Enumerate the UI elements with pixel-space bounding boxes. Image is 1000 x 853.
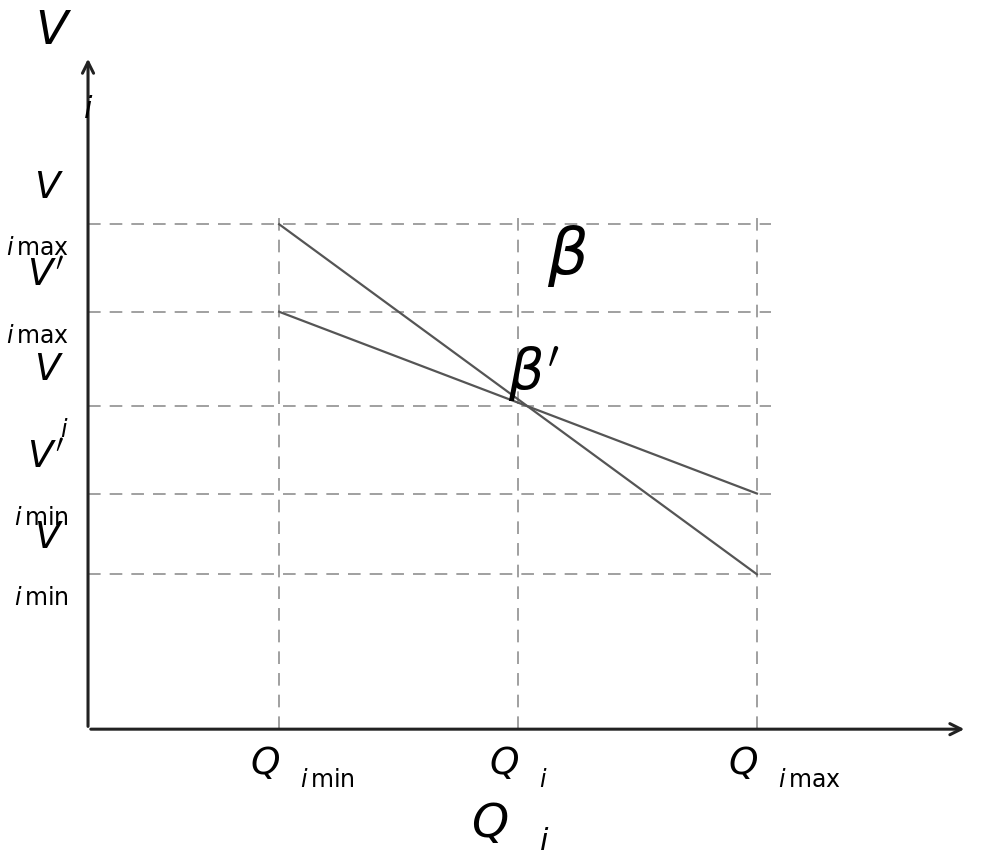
Text: $i$: $i$ <box>60 419 69 442</box>
Text: $V'$: $V'$ <box>27 438 64 475</box>
Text: $i\,\mathrm{min}$: $i\,\mathrm{min}$ <box>14 506 69 529</box>
Text: $i\,\mathrm{min}$: $i\,\mathrm{min}$ <box>14 587 69 610</box>
Text: $V$: $V$ <box>34 351 64 388</box>
Text: $Q$: $Q$ <box>489 744 519 781</box>
Text: $V$: $V$ <box>35 8 73 54</box>
Text: $V$: $V$ <box>34 519 64 556</box>
Text: $i\,\mathrm{max}$: $i\,\mathrm{max}$ <box>778 769 841 792</box>
Text: $Q$: $Q$ <box>250 744 280 781</box>
Text: $V'$: $V'$ <box>27 257 64 293</box>
Text: $i$: $i$ <box>83 94 94 125</box>
Text: $Q$: $Q$ <box>471 800 508 846</box>
Text: $\beta$: $\beta$ <box>547 223 588 288</box>
Text: $i$: $i$ <box>539 769 548 792</box>
Text: $i\,\mathrm{max}$: $i\,\mathrm{max}$ <box>6 324 69 347</box>
Text: $Q$: $Q$ <box>728 744 758 781</box>
Text: $i\,\mathrm{min}$: $i\,\mathrm{min}$ <box>300 769 355 792</box>
Text: $i\,\mathrm{max}$: $i\,\mathrm{max}$ <box>6 237 69 260</box>
Text: $\beta'$: $\beta'$ <box>508 344 560 403</box>
Text: $V$: $V$ <box>34 169 64 206</box>
Text: $i$: $i$ <box>539 825 549 853</box>
